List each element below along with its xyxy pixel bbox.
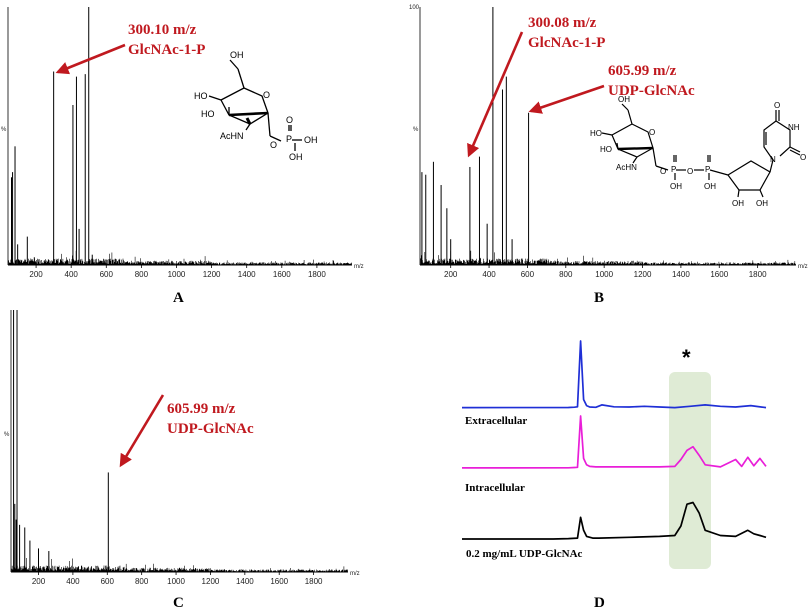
chem-label: P [671, 165, 676, 174]
x-tick-label: 1200 [634, 270, 652, 279]
annotation-mz: 300.10 m/z [128, 22, 197, 38]
chem-label: AcHN [616, 163, 637, 172]
baseline-noise [420, 250, 796, 265]
x-tick-label: 1600 [273, 270, 291, 279]
baseline-noise [8, 250, 352, 265]
annotation-arrow [55, 43, 126, 75]
x-tick-label: 800 [135, 270, 149, 279]
chem-label: OH [289, 152, 303, 162]
annotation-name: UDP-GlcNAc [167, 421, 254, 437]
annotation-mz: 605.99 m/z [608, 63, 677, 79]
highlight-mark: * [682, 345, 691, 370]
chem-label: HO [194, 91, 208, 101]
chromatogram-d: * Extracellular Intracellular 0.2 mg/mL UDP… [461, 340, 767, 569]
annotation-name: GlcNAc-1-P [128, 42, 205, 58]
trace-label: Extracellular [465, 415, 527, 427]
baseline-noise [11, 558, 348, 572]
trace-label: 0.2 mg/mL UDP-GlcNAc [466, 548, 583, 560]
chem-label: O [286, 115, 293, 125]
chem-label: O [800, 153, 806, 162]
y-axis-label: % [4, 432, 10, 438]
x-tick-label: 600 [101, 577, 115, 586]
x-tick-label: 400 [66, 577, 80, 586]
chem-label: OH [304, 135, 318, 145]
annotation-name: GlcNAc-1-P [528, 35, 605, 51]
chem-label: HO [201, 109, 215, 119]
x-tick-label: 1800 [749, 270, 767, 279]
x-tick-label: 1000 [168, 270, 186, 279]
chem-label: AcHN [220, 131, 244, 141]
chem-label: OH [756, 199, 768, 208]
chem-label: OH [704, 182, 716, 191]
x-tick-label: 1400 [238, 270, 256, 279]
x-tick-label: 200 [29, 270, 43, 279]
chem-label: OH [230, 50, 244, 60]
structure-udp-glcnac [601, 103, 801, 198]
x-tick-label: 1200 [202, 577, 220, 586]
structure-glcnac-1-p [208, 59, 302, 151]
chem-label: P [705, 165, 710, 174]
x-axis-label: m/z [798, 264, 808, 270]
chem-label: HO [600, 145, 612, 154]
x-tick-label: 1600 [270, 577, 288, 586]
spectrum-c: 200 400 600 800 1000 1200 1400 1600 1800 m/z% 605.… [4, 310, 360, 586]
x-tick-label: 1200 [203, 270, 221, 279]
panel-label-b: B [594, 290, 604, 306]
x-tick-label: 1800 [308, 270, 326, 279]
chem-label: P [286, 134, 292, 144]
x-tick-label: 1000 [167, 577, 185, 586]
x-tick-label: 800 [135, 577, 149, 586]
chromatogram-trace [462, 501, 767, 540]
chem-label: O [270, 140, 277, 150]
annotation-mz: 605.99 m/z [167, 401, 236, 417]
chem-label: OH [732, 199, 744, 208]
chem-label: OH [618, 95, 630, 104]
x-tick-label: 1800 [305, 577, 323, 586]
highlight-band [669, 372, 711, 569]
x-tick-label: 200 [32, 577, 46, 586]
x-tick-label: 600 [521, 270, 535, 279]
chem-label: HO [590, 129, 602, 138]
x-tick-label: 1600 [710, 270, 728, 279]
x-axis-label: m/z [354, 264, 364, 270]
annotation-arrow [467, 31, 524, 158]
spectrum-b: 200 400 600 800 1000 1200 1400 1600 1800 m/z% 100 3… [409, 5, 808, 279]
x-tick-label: 200 [444, 270, 458, 279]
chem-label: O [263, 90, 270, 100]
chem-label: OH [670, 182, 682, 191]
chem-label: NH [788, 123, 800, 132]
x-tick-label: 600 [100, 270, 114, 279]
annotation-arrow [528, 84, 605, 114]
y-axis-label: % [1, 127, 7, 133]
spectrum-a: 200 400 600 800 1000 1200 1400 1600 1800 m/z% 300.… [1, 7, 364, 279]
chem-label: O [660, 167, 666, 176]
chem-label: O [687, 167, 693, 176]
panel-label-d: D [594, 595, 605, 611]
annotation-mz: 300.08 m/z [528, 15, 597, 31]
chromatogram-trace [461, 415, 767, 469]
structure-udp-glcnac-labels: OH HO HO AcHN O O P O P OH OH OH OH N NH… [590, 95, 806, 208]
x-tick-label: 400 [482, 270, 496, 279]
x-axis-label: m/z [350, 571, 360, 577]
annotation-name: UDP-GlcNAc [608, 83, 695, 99]
y-axis-label: % [413, 127, 419, 133]
x-tick-label: 400 [65, 270, 79, 279]
chem-label: O [774, 101, 780, 110]
panel-label-a: A [173, 290, 184, 306]
x-tick-label: 800 [559, 270, 573, 279]
y-max-label: 100 [409, 5, 420, 11]
chromatogram-trace [461, 340, 767, 409]
panel-label-c: C [173, 595, 184, 611]
x-tick-label: 1400 [672, 270, 690, 279]
chem-label: N [770, 155, 776, 164]
chem-label: O [649, 128, 655, 137]
x-tick-label: 1400 [236, 577, 254, 586]
trace-label: Intracellular [465, 482, 525, 494]
annotation-arrow [119, 394, 165, 468]
x-tick-label: 1000 [595, 270, 613, 279]
structure-glcnac-1-p-labels: OH HO HO AcHN O O P OH O OH [194, 50, 318, 162]
